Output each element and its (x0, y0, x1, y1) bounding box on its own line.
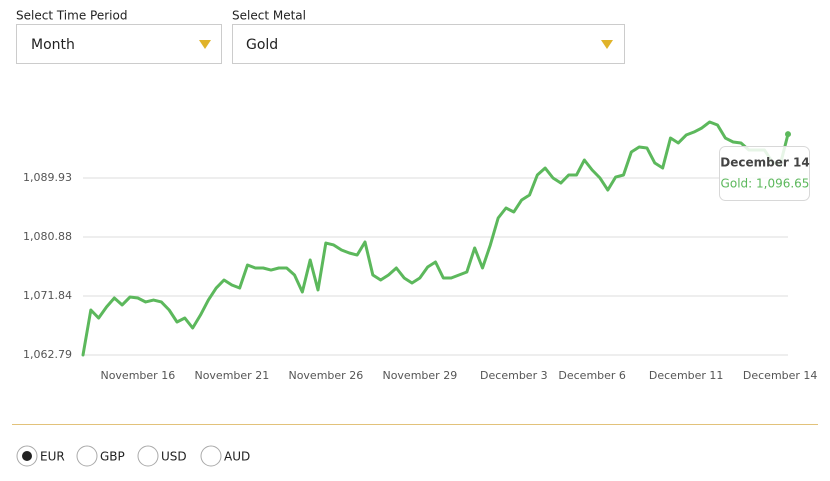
tooltip-text: Gold: 1,096.65 (721, 177, 810, 191)
dropdown[interactable]: Gold (232, 24, 625, 64)
x-tick-label: November 16 (100, 369, 175, 382)
y-tick-label: 1,080.88 (23, 230, 72, 243)
radio-button[interactable] (137, 445, 159, 467)
radio-label[interactable]: GBP (100, 450, 125, 464)
tooltip-title: December 14 (720, 156, 809, 170)
x-tick-label: December 11 (649, 369, 724, 382)
tooltip-box (719, 146, 810, 201)
currency-options: EUR GBP USD AUD (16, 445, 250, 467)
hover-point (785, 131, 791, 138)
x-tick-label: November 21 (194, 369, 269, 382)
radio-label[interactable]: USD (161, 450, 187, 464)
y-tick-label: 1,062.79 (23, 348, 72, 361)
radio-label[interactable]: AUD (224, 450, 250, 464)
dropdown-box[interactable] (16, 24, 222, 64)
dropdown-arrow[interactable] (601, 40, 613, 49)
y-tick-label: 1,071.84 (23, 289, 72, 302)
x-tick-label: November 26 (288, 369, 363, 382)
x-tick-label: December 14 (743, 369, 818, 382)
radio-button[interactable] (76, 445, 98, 467)
price-line (81, 120, 790, 357)
radio-label[interactable]: EUR (40, 450, 65, 464)
x-tick-label: November 29 (382, 369, 457, 382)
dropdown-value[interactable]: Month (31, 37, 75, 53)
radio-button[interactable] (200, 445, 222, 467)
dropdown-box[interactable] (232, 24, 625, 64)
chart: 1,062.79 1,071.84 1,080.88 1,089.93 November… (23, 120, 818, 382)
label: Select Time Period (16, 9, 127, 23)
y-tick-label: 1,089.93 (23, 171, 72, 184)
x-tick-label: December 6 (558, 369, 626, 382)
dropdown[interactable]: Month (16, 24, 222, 64)
x-tick-label: December 3 (480, 369, 548, 382)
label: Select Metal (232, 9, 306, 23)
dropdown-arrow[interactable] (199, 40, 211, 49)
dropdown-value[interactable]: Gold (246, 37, 278, 53)
radio-dot[interactable] (22, 451, 32, 461)
